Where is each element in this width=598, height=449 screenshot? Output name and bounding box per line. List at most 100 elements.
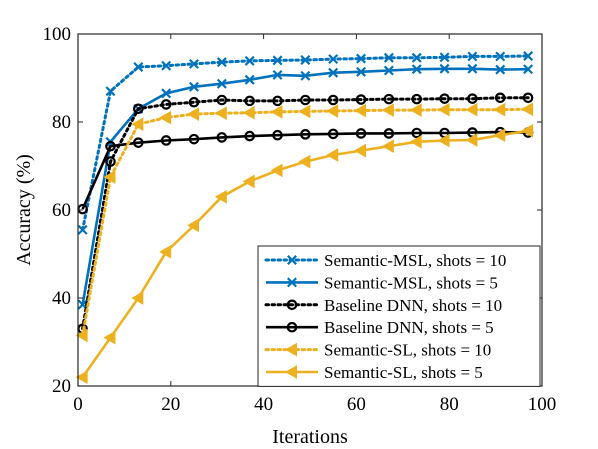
legend-item: Semantic-MSL, shots = 10 (264, 251, 506, 270)
data-point (244, 95, 255, 107)
data-point (521, 102, 534, 117)
data-point (131, 117, 144, 132)
data-point (439, 93, 450, 104)
x-tick-label: 60 (347, 394, 366, 415)
data-point (133, 103, 144, 115)
data-point (437, 102, 450, 117)
legend-label: Semantic-SL, shots = 5 (324, 363, 483, 382)
data-point (411, 93, 423, 105)
legend-marker (287, 277, 297, 288)
data-point (216, 94, 228, 106)
data-point (160, 135, 172, 146)
series-3 (77, 92, 534, 335)
data-point (411, 52, 422, 63)
data-point (103, 170, 116, 184)
data-point (189, 58, 199, 69)
data-point (523, 51, 534, 61)
y-tick-label: 40 (52, 288, 71, 309)
legend: Semantic-MSL, shots = 10 Semantic-MSL, sh… (257, 245, 541, 387)
legend-label: Semantic-MSL, shots = 10 (324, 251, 506, 270)
data-point (298, 154, 311, 169)
data-point (523, 64, 534, 75)
data-point (272, 69, 283, 80)
series-line (81, 130, 529, 210)
data-point (161, 60, 172, 71)
data-point (300, 70, 311, 81)
data-point (272, 95, 283, 107)
data-point (355, 128, 367, 139)
data-point (189, 81, 199, 92)
data-point (328, 67, 339, 78)
legend-marker (284, 365, 297, 379)
data-point (409, 103, 422, 117)
data-point (465, 102, 478, 117)
data-point (465, 133, 478, 147)
data-point (522, 92, 534, 104)
x-axis-title: Iterations (272, 426, 348, 448)
y-tick-label: 100 (43, 24, 72, 45)
y-tick-label: 60 (52, 200, 71, 221)
data-point (493, 128, 506, 143)
data-point (383, 93, 395, 105)
legend-item: Semantic-MSL, shots = 5 (266, 273, 498, 292)
data-point (495, 64, 506, 75)
x-tick-label: 100 (528, 394, 557, 415)
data-point (188, 96, 200, 108)
data-point (216, 132, 228, 143)
legend-label: Baseline DNN, shots = 10 (324, 296, 502, 315)
data-point (188, 133, 200, 145)
data-point (326, 104, 339, 118)
data-point (383, 52, 394, 63)
data-point (411, 64, 422, 75)
data-point (270, 105, 283, 119)
data-point (521, 123, 534, 138)
data-point (326, 148, 339, 162)
data-point (494, 92, 506, 104)
data-point (160, 99, 172, 110)
data-point (356, 53, 367, 64)
data-point (105, 156, 116, 167)
data-point (411, 127, 423, 139)
x-tick-label: 0 (73, 394, 83, 415)
data-point (244, 55, 255, 66)
data-point (381, 139, 394, 154)
data-point (327, 94, 339, 106)
data-point (77, 224, 88, 235)
data-point (354, 143, 367, 158)
series-6 (75, 123, 534, 385)
data-point (381, 103, 394, 117)
x-tick-label: 20 (161, 394, 180, 415)
data-point (300, 129, 311, 140)
legend-item: Semantic-SL, shots = 5 (266, 363, 483, 382)
legend-label: Semantic-MSL, shots = 5 (324, 273, 498, 292)
x-tick-label: 80 (440, 394, 459, 415)
data-point (216, 57, 227, 68)
legend-label: Baseline DNN, shots = 5 (324, 318, 494, 337)
data-point (242, 105, 255, 120)
data-point (159, 244, 172, 259)
data-point (133, 137, 144, 148)
y-tick-label: 20 (52, 376, 71, 397)
legend-item: Semantic-SL, shots = 10 (264, 341, 491, 360)
data-point (467, 93, 478, 104)
data-point (186, 107, 199, 121)
series-1 (77, 51, 534, 235)
data-point (300, 94, 311, 106)
y-tick-label: 80 (52, 112, 71, 133)
data-point (272, 55, 283, 66)
data-point (216, 78, 227, 89)
data-point (105, 86, 116, 97)
data-point (270, 163, 283, 178)
data-point (298, 104, 311, 119)
data-point (244, 130, 255, 142)
data-point (328, 54, 339, 65)
data-point (272, 129, 283, 141)
data-point (242, 174, 255, 189)
data-point (161, 88, 172, 99)
series-line (81, 96, 530, 331)
legend-marker (284, 342, 297, 357)
legend-marker (286, 299, 298, 311)
data-point (327, 128, 339, 140)
data-point (437, 133, 450, 148)
legend-item: Baseline DNN, shots = 5 (266, 318, 494, 337)
